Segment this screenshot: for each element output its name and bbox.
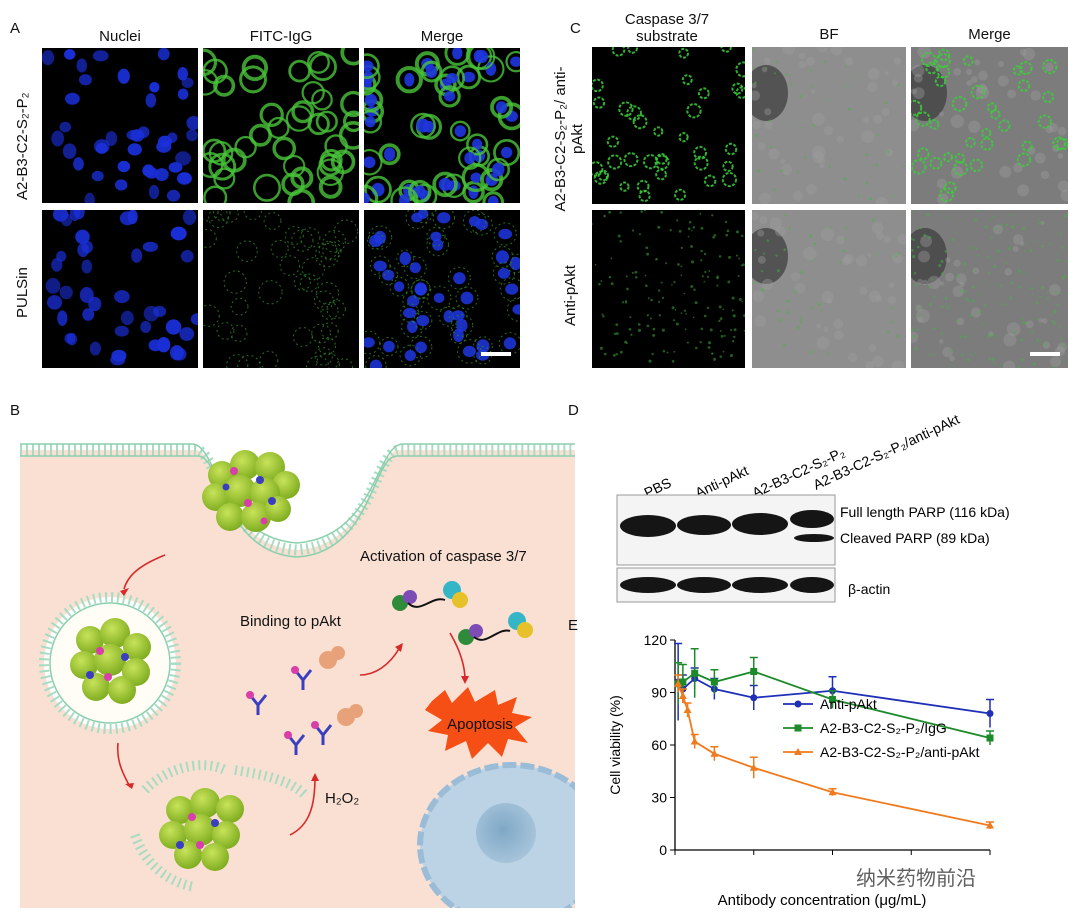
x-axis-label: Antibody concentration (μg/mL): [718, 892, 927, 909]
data-point: [750, 694, 758, 702]
micrograph-c-bf-2: [752, 210, 906, 368]
y-tick-label: 120: [644, 632, 668, 648]
y-tick-label: 90: [651, 685, 667, 701]
data-point: [710, 678, 718, 686]
watermark-text: 纳米药物前沿: [856, 868, 976, 890]
panel-a-row-1: A2-B3-C2-S₂-P₂: [14, 92, 31, 200]
label-apoptosis: Apoptosis: [447, 716, 513, 733]
band-label-full-parp: Full length PARP (116 kDa): [840, 504, 1010, 520]
data-point: [750, 668, 758, 675]
micrograph-a-fitc-1: [203, 48, 359, 203]
schematic-illustration: Activation of caspase 3/7 Binding to pAk…: [20, 425, 607, 921]
y-tick-label: 60: [651, 737, 667, 753]
legend-label-1: A2-B3-C2-S₂-P₂/IgG: [820, 720, 947, 736]
label-binding: Binding to pAkt: [240, 613, 342, 630]
micrograph-a-merge-2: [364, 210, 520, 368]
legend-marker: [794, 748, 802, 755]
scale-bar-a: [481, 352, 511, 356]
micrograph-c-bf-1: [752, 47, 906, 204]
y-tick-label: 0: [659, 842, 667, 858]
panel-c-col-bf: BF: [819, 26, 839, 43]
micrograph-c-merge-2: [911, 210, 1068, 368]
label-activation: Activation of caspase 3/7: [360, 548, 527, 565]
panel-c-row-1: A2-B3-C2-S₂-P₂/ anti-pAkt: [552, 66, 586, 212]
viability-chart: 0 30 60 90 120 Anti-pAkt A2-B3-C2-S₂-P₂/IgG A2…: [600, 625, 1070, 915]
data-point: [679, 678, 687, 686]
caspase-proteins: [392, 581, 533, 645]
data-point: [828, 788, 837, 796]
nanoparticle-top: [202, 450, 300, 532]
data-point: [986, 734, 994, 742]
data-point: [986, 710, 994, 717]
nanoparticle-broken: [159, 788, 244, 871]
scale-bar-c: [1030, 352, 1060, 356]
panel-c-row-2: Anti-pAkt: [562, 265, 579, 326]
apoptosis-burst: [425, 687, 532, 759]
panel-a-row-2: PULSin: [14, 267, 31, 318]
micrograph-a-merge-1: [364, 48, 520, 203]
data-point: [690, 737, 699, 745]
legend-label-2: A2-B3-C2-S₂-P₂/anti-pAkt: [820, 744, 980, 760]
micrograph-c-caspase-2: [592, 210, 745, 368]
panel-d-letter: D: [568, 402, 579, 419]
data-point: [683, 706, 692, 713]
panel-c-col-merge: Merge: [968, 26, 1011, 43]
legend-marker: [794, 700, 802, 708]
panel-c-col-caspase: Caspase 3/7 substrate: [624, 11, 710, 45]
panel-a-letter: A: [10, 20, 21, 37]
data-point: [691, 669, 699, 677]
panel-c-letter: C: [570, 20, 581, 37]
legend-marker: [794, 724, 802, 732]
panel-a-col-fitc: FITC-IgG: [249, 28, 313, 45]
nanoparticle-vesicle: [70, 618, 151, 704]
free-antibodies: [248, 669, 333, 755]
label-h2o2: H₂O₂: [325, 790, 359, 807]
micrograph-c-merge-1: [911, 47, 1068, 204]
panel-a-col-merge: Merge: [420, 28, 464, 45]
micrograph-a-fitc-2: [203, 210, 359, 368]
western-blot: PBS Anti-pAkt A2-B3-C2-S₂-P₂ A2-B3-C2-S₂…: [600, 380, 1070, 620]
legend-label-0: Anti-pAkt: [820, 696, 877, 712]
y-axis-label: Cell viability (%): [607, 695, 623, 795]
data-point: [710, 749, 719, 757]
data-point: [829, 696, 836, 703]
data-point: [986, 821, 994, 829]
data-point: [678, 692, 687, 699]
band-label-cleaved-parp: Cleaved PARP (89 kDa): [840, 530, 990, 546]
band-label-beta-actin: β-actin: [848, 581, 890, 597]
micrograph-c-caspase-1: [592, 47, 745, 204]
data-point: [749, 763, 758, 771]
data-point: [674, 679, 683, 687]
panel-e-letter: E: [568, 617, 579, 634]
panel-a-col-nuclei: Nuclei: [99, 28, 141, 45]
panel-b-letter: B: [10, 402, 21, 419]
micrograph-a-nuclei-2: [42, 210, 198, 368]
y-tick-label: 30: [651, 790, 667, 806]
micrograph-a-nuclei-1: [42, 48, 198, 203]
